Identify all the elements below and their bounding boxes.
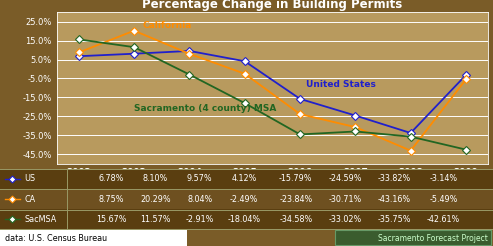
Text: SacMSA: SacMSA xyxy=(25,215,57,224)
Text: -2.49%: -2.49% xyxy=(230,195,258,204)
Text: -35.75%: -35.75% xyxy=(378,215,411,224)
Text: 8.04%: 8.04% xyxy=(187,195,212,204)
Text: -33.82%: -33.82% xyxy=(378,174,411,183)
Text: -33.02%: -33.02% xyxy=(328,215,362,224)
Text: 6.78%: 6.78% xyxy=(98,174,124,183)
FancyBboxPatch shape xyxy=(335,230,491,245)
Text: -43.16%: -43.16% xyxy=(378,195,411,204)
Text: 8.10%: 8.10% xyxy=(142,174,168,183)
Text: 11.57%: 11.57% xyxy=(140,215,171,224)
Text: CA: CA xyxy=(25,195,36,204)
Text: -15.79%: -15.79% xyxy=(279,174,313,183)
FancyBboxPatch shape xyxy=(0,229,187,246)
Text: -24.59%: -24.59% xyxy=(328,174,362,183)
Text: data: U.S. Census Bureau: data: U.S. Census Bureau xyxy=(5,234,107,243)
Text: United States: United States xyxy=(306,80,376,89)
Text: -3.14%: -3.14% xyxy=(429,174,458,183)
Text: Sacramento Forecast Project: Sacramento Forecast Project xyxy=(378,234,488,243)
Text: 8.75%: 8.75% xyxy=(98,195,124,204)
Text: -34.58%: -34.58% xyxy=(279,215,313,224)
Text: 4.12%: 4.12% xyxy=(231,174,257,183)
Text: -2.91%: -2.91% xyxy=(185,215,214,224)
Text: California: California xyxy=(142,21,192,30)
Text: -5.49%: -5.49% xyxy=(429,195,458,204)
FancyBboxPatch shape xyxy=(0,169,493,189)
Text: -42.61%: -42.61% xyxy=(427,215,460,224)
Text: US: US xyxy=(25,174,36,183)
Title: Percentage Change in Building Permits: Percentage Change in Building Permits xyxy=(142,0,402,11)
Text: -23.84%: -23.84% xyxy=(279,195,313,204)
Text: 15.67%: 15.67% xyxy=(96,215,126,224)
Text: -30.71%: -30.71% xyxy=(328,195,362,204)
Text: 9.57%: 9.57% xyxy=(187,174,212,183)
Text: Sacramento (4 county) MSA: Sacramento (4 county) MSA xyxy=(134,104,277,112)
FancyBboxPatch shape xyxy=(0,209,493,229)
Text: -18.04%: -18.04% xyxy=(227,215,261,224)
Text: 20.29%: 20.29% xyxy=(140,195,171,204)
FancyBboxPatch shape xyxy=(0,189,493,209)
